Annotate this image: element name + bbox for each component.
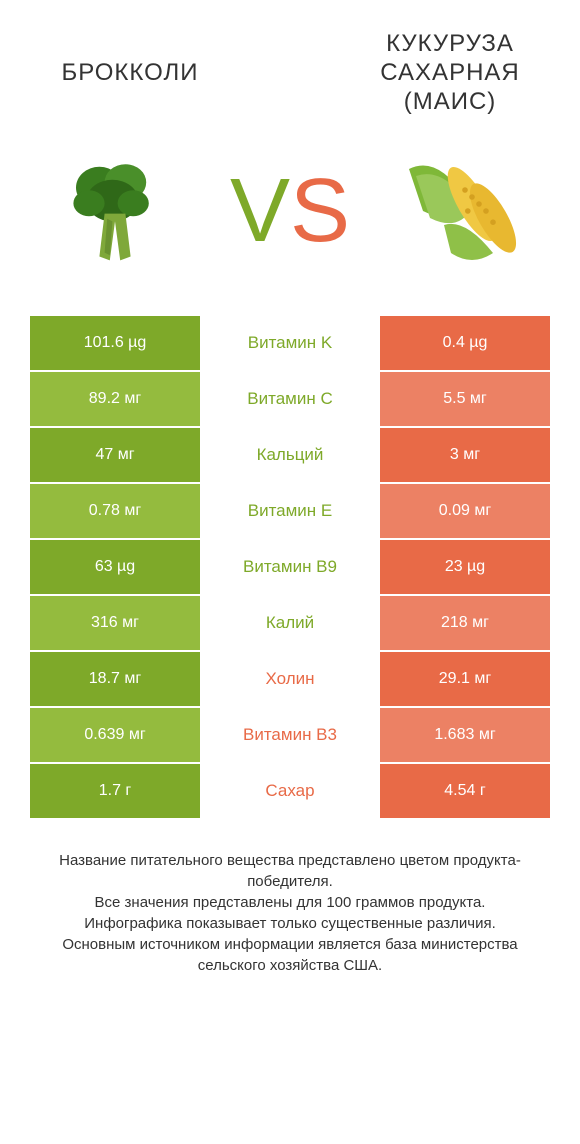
right-value: 0.09 мг — [380, 484, 550, 538]
right-value: 29.1 мг — [380, 652, 550, 706]
right-value: 1.683 мг — [380, 708, 550, 762]
footer-line: Инфографика показывает только существенн… — [30, 913, 550, 934]
images-row: VS — [0, 126, 580, 316]
nutrient-name: Витамин B3 — [200, 708, 380, 762]
table-row: 89.2 мгВитамин C5.5 мг — [30, 372, 550, 426]
left-value: 0.78 мг — [30, 484, 200, 538]
corn-icon — [390, 136, 540, 286]
nutrient-name: Сахар — [200, 764, 380, 818]
right-product-title: КУКУРУЗА САХАРНАЯ (МАИС) — [350, 30, 550, 116]
footer-line: Все значения представлены для 100 граммо… — [30, 892, 550, 913]
table-row: 18.7 мгХолин29.1 мг — [30, 652, 550, 706]
left-value: 316 мг — [30, 596, 200, 650]
left-value: 1.7 г — [30, 764, 200, 818]
left-value: 0.639 мг — [30, 708, 200, 762]
header: БРОККОЛИ КУКУРУЗА САХАРНАЯ (МАИС) — [0, 0, 580, 126]
broccoli-icon — [40, 136, 190, 286]
right-value: 4.54 г — [380, 764, 550, 818]
nutrient-name: Кальций — [200, 428, 380, 482]
nutrient-name: Витамин B9 — [200, 540, 380, 594]
table-row: 0.639 мгВитамин B31.683 мг — [30, 708, 550, 762]
footer-line: Основным источником информации является … — [30, 934, 550, 976]
nutrient-name: Калий — [200, 596, 380, 650]
nutrient-name: Витамин E — [200, 484, 380, 538]
left-value: 101.6 µg — [30, 316, 200, 370]
left-value: 47 мг — [30, 428, 200, 482]
table-row: 63 µgВитамин B923 µg — [30, 540, 550, 594]
vs-label: VS — [230, 160, 350, 263]
left-label: БРОККОЛИ — [30, 59, 230, 88]
table-row: 47 мгКальций3 мг — [30, 428, 550, 482]
table-row: 101.6 µgВитамин K0.4 µg — [30, 316, 550, 370]
right-value: 3 мг — [380, 428, 550, 482]
nutrient-name: Витамин K — [200, 316, 380, 370]
footer-notes: Название питательного вещества представл… — [0, 820, 580, 1006]
left-value: 89.2 мг — [30, 372, 200, 426]
left-value: 18.7 мг — [30, 652, 200, 706]
nutrient-name: Холин — [200, 652, 380, 706]
table-row: 1.7 гСахар4.54 г — [30, 764, 550, 818]
right-value: 218 мг — [380, 596, 550, 650]
vs-v: V — [230, 160, 290, 263]
right-value: 23 µg — [380, 540, 550, 594]
left-value: 63 µg — [30, 540, 200, 594]
table-row: 0.78 мгВитамин E0.09 мг — [30, 484, 550, 538]
nutrient-name: Витамин C — [200, 372, 380, 426]
vs-s: S — [290, 160, 350, 263]
comparison-table: 101.6 µgВитамин K0.4 µg89.2 мгВитамин C5… — [0, 316, 580, 820]
footer-line: Название питательного вещества представл… — [30, 850, 550, 892]
right-label: КУКУРУЗА САХАРНАЯ (МАИС) — [350, 30, 550, 116]
right-value: 0.4 µg — [380, 316, 550, 370]
right-value: 5.5 мг — [380, 372, 550, 426]
left-product-title: БРОККОЛИ — [30, 59, 230, 88]
table-row: 316 мгКалий218 мг — [30, 596, 550, 650]
